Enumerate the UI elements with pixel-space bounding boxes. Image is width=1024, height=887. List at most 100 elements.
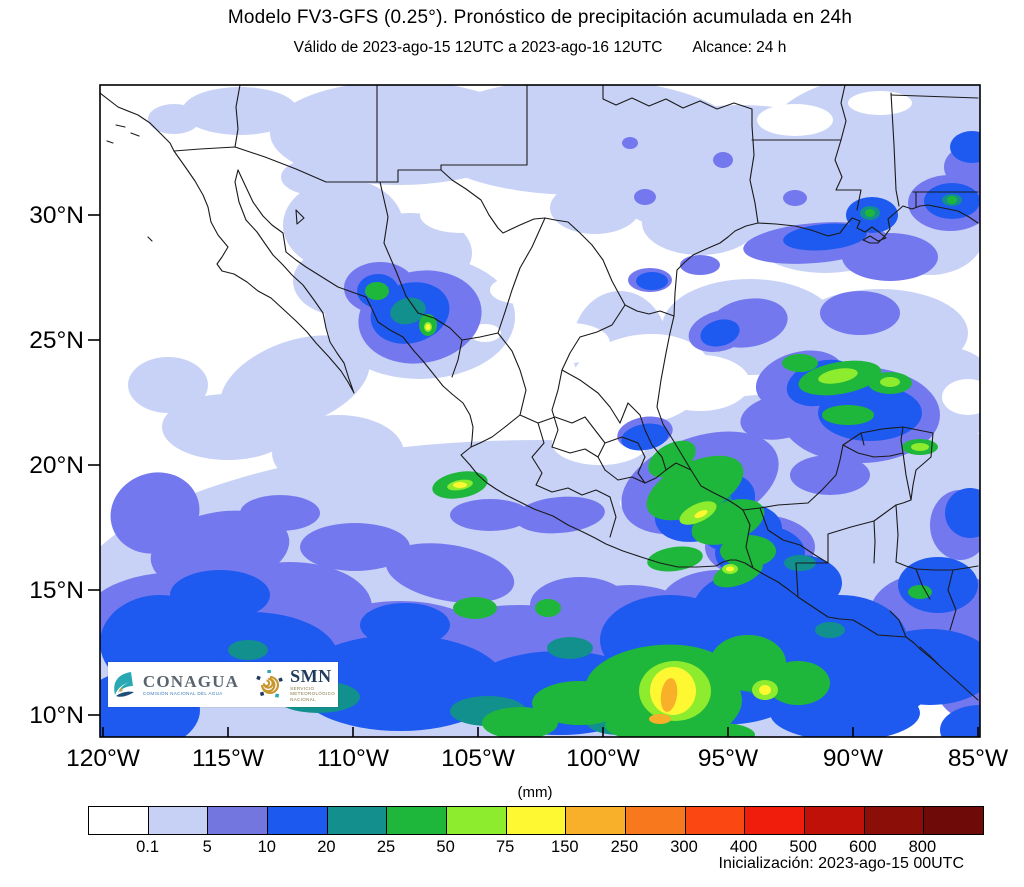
valid-period: Válido de 2023-ago-15 12UTC a 2023-ago-1…: [293, 39, 663, 56]
colorbar-segment: [147, 807, 208, 834]
agency-logo-plate: CONAGUA COMISIÓN NACIONAL DEL AGUA SMN S…: [108, 662, 338, 707]
colorbar-segment: [565, 807, 626, 834]
colorbar-ticks: 0.1 5 10 20 25 50 75 150 250 300 400 500 600 800: [88, 838, 982, 858]
colorbar-segment: [207, 807, 268, 834]
colorbar-tick-label: 5: [202, 838, 212, 856]
y-tick-label: 25°N: [29, 327, 84, 354]
geo-outline: [440, 85, 528, 171]
colorbar-segment: [267, 807, 327, 834]
geo-outline: [602, 85, 759, 224]
page-title: Modelo FV3-GFS (0.25°). Pronóstico de pr…: [227, 7, 853, 28]
colorbar-tick-label: 500: [789, 838, 817, 856]
geo-outline: [470, 414, 521, 448]
precip-blob-l5: [482, 707, 558, 737]
precip-blob-l8: [649, 714, 671, 724]
geo-outline: [234, 85, 241, 148]
geo-outline: [759, 507, 829, 564]
precip-blob-l2: [740, 394, 820, 440]
precip-blob-hole: [530, 323, 610, 363]
geo-outline: [889, 568, 957, 668]
y-tick-label: 15°N: [29, 577, 84, 604]
precip-blob-l5: [685, 723, 755, 737]
precip-blob-l1: [128, 357, 208, 413]
precip-blob-l4: [547, 637, 593, 659]
x-tick-label: 115°W: [192, 745, 265, 772]
geo-outline: [673, 204, 979, 317]
x-tick-label: 85°W: [948, 745, 1009, 772]
geo-outline: [379, 181, 419, 314]
geo-outline: [497, 332, 527, 416]
map-frame: [99, 84, 981, 738]
colorbar: [88, 806, 984, 835]
precip-blob-l1: [550, 182, 640, 234]
x-tick-label: 95°W: [698, 745, 759, 772]
precip-blob-l6: [911, 443, 929, 451]
precip-blob-l2: [783, 190, 807, 206]
precip-blob-l5: [720, 535, 776, 567]
x-tick-label: 105°W: [441, 745, 516, 772]
precip-blob-hole: [420, 197, 500, 233]
conagua-water-icon: [114, 671, 134, 697]
colorbar-tick-label: 400: [729, 838, 758, 856]
precip-blob-l2: [530, 577, 630, 633]
precip-blob-l6: [880, 377, 900, 387]
conagua-wordmark: CONAGUA: [142, 671, 240, 691]
axis-labels: 120°W 115°W 110°W 105°W 100°W 95°W 90°W 85°W 30°…: [29, 202, 1009, 772]
colorbar-tick-label: 250: [610, 838, 639, 856]
precip-blob-l2: [515, 496, 605, 534]
initialization-label: Inicialización: 2023-ago-15 00UTC: [718, 855, 964, 872]
precip-blob-l3: [945, 488, 980, 538]
precip-blob-l2: [450, 499, 530, 531]
conagua-logo: CONAGUA COMISIÓN NACIONAL DEL AGUA: [108, 669, 239, 701]
geo-outline: [604, 462, 692, 484]
geo-outline: [173, 150, 355, 394]
precip-blob-l1: [148, 104, 200, 134]
colorbar-tick-label: 25: [376, 838, 396, 856]
geo-outline: [461, 217, 546, 341]
precip-blob-l2: [680, 255, 720, 275]
colorbar-tick-label: 150: [551, 838, 579, 856]
colorbar-tick-label: 20: [317, 838, 336, 856]
precip-blob-l1: [162, 394, 294, 460]
geo-outline: [751, 85, 862, 211]
precip-blob-l2: [385, 543, 515, 603]
precip-blob-hole: [942, 379, 980, 415]
colorbar-tick-label: 300: [670, 838, 698, 856]
geo-outline: [237, 169, 979, 701]
precip-blob-hole: [650, 355, 750, 411]
colorbar-segment: [804, 807, 864, 834]
precip-blob-l5: [782, 354, 818, 372]
precipitation-shading: [100, 85, 980, 737]
colorbar-tick-label: 10: [257, 838, 276, 856]
x-tick-label: 90°W: [823, 745, 884, 772]
precip-blob-l3: [950, 131, 980, 163]
precip-blob-l7: [694, 509, 708, 519]
precip-blob-l2: [790, 455, 870, 495]
precip-blob-l3: [700, 319, 740, 347]
precip-blob-l2: [634, 189, 656, 205]
precip-blob-l2: [842, 233, 938, 281]
precip-blob-l8: [660, 678, 678, 712]
colorbar-segment: [744, 807, 805, 834]
geo-outline: [604, 436, 646, 484]
x-tick-label: 110°W: [317, 745, 390, 772]
geo-outline: [609, 496, 617, 538]
precip-blob-l1: [182, 87, 298, 135]
precip-blob-l2: [110, 472, 200, 554]
conagua-tagline: COMISIÓN NACIONAL DEL AGUA: [142, 690, 223, 696]
precip-blob-l6: [818, 368, 858, 384]
precip-blob-l3: [758, 555, 842, 611]
x-tick-label: 120°W: [66, 745, 141, 772]
geo-outline: [795, 504, 897, 598]
precip-blob-l2: [622, 137, 638, 149]
colorbar-segment: [505, 807, 566, 834]
precip-blob-l7: [759, 685, 771, 695]
precip-blob-l7: [726, 566, 734, 572]
axis-ticks: [88, 214, 979, 737]
colorbar-tick-label: 50: [436, 838, 455, 856]
precip-blob-l5: [648, 440, 696, 478]
geo-outline: [551, 304, 626, 448]
smn-tagline: SERVICIO METEOROLÓGICO NACIONAL: [290, 685, 336, 702]
